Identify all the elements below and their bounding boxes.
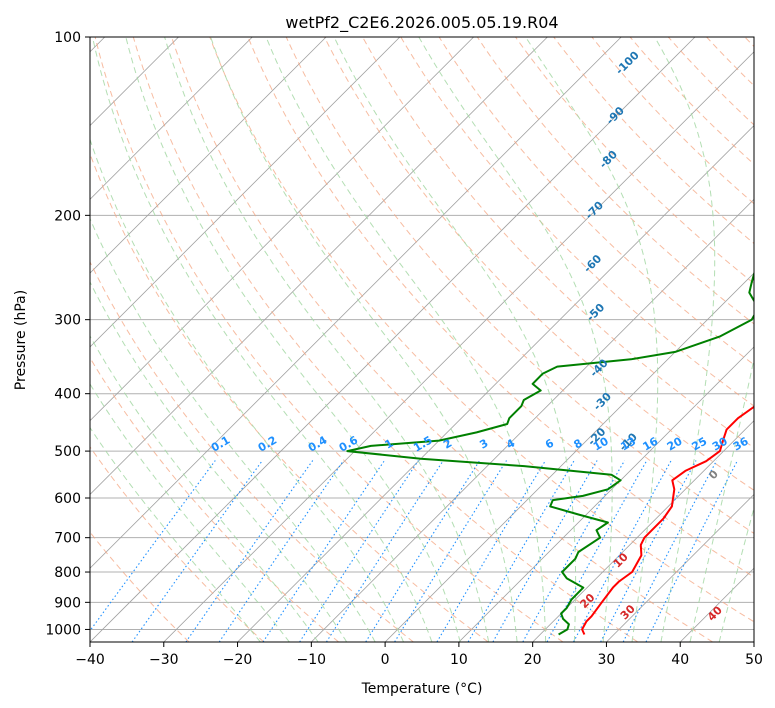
moist-adiabat xyxy=(164,37,490,642)
x-tick-label: 30 xyxy=(598,652,616,668)
isotherm-gridline xyxy=(90,37,622,569)
dry-adiabat xyxy=(209,37,754,623)
dry-adiabat xyxy=(90,446,265,642)
moist-adiabat xyxy=(90,280,348,642)
mixing-ratio-line xyxy=(492,460,598,642)
y-axis: 100 200 300 400 500 600 700 800 900 1000 xyxy=(45,30,90,638)
isotherm-gridline xyxy=(606,493,754,642)
y-tick-label: 700 xyxy=(54,531,81,547)
mixing-ratio-line xyxy=(546,460,648,642)
y-tick-label: 100 xyxy=(54,30,81,46)
dry-adiabat xyxy=(132,37,639,642)
isotherm-gridline xyxy=(90,37,401,348)
isotherm-gridline xyxy=(90,37,548,496)
dry-adiabat xyxy=(400,37,754,407)
mixing-ratio-line xyxy=(185,460,314,642)
isotherm-gridline xyxy=(90,37,253,200)
mixing-ratio-line xyxy=(645,460,738,642)
dry-adiabat xyxy=(362,37,754,449)
temperature-profile xyxy=(581,405,754,635)
dry-adiabat xyxy=(438,37,754,366)
mixing-ratio-line xyxy=(467,460,575,642)
y-axis-label: Pressure (hPa) xyxy=(13,290,29,390)
mixing-ratio-line xyxy=(436,460,546,642)
mixing-ratio-line xyxy=(299,460,419,642)
moist-adiabat xyxy=(90,383,290,642)
y-tick-label: 800 xyxy=(54,565,81,581)
moist-adiabat xyxy=(92,37,433,642)
moist-adiabat xyxy=(718,505,754,642)
mixing-ratio-line xyxy=(218,460,345,642)
moist-adiabat xyxy=(525,37,659,642)
isotherm-gridline xyxy=(532,420,754,642)
isotherm-gridline xyxy=(458,346,754,642)
moist-adiabat xyxy=(210,37,518,642)
y-tick-label: 300 xyxy=(54,313,81,329)
y-tick-label: 1000 xyxy=(45,622,81,638)
x-tick-label: −20 xyxy=(223,652,253,668)
x-tick-label: 20 xyxy=(524,652,542,668)
moist-adiabat xyxy=(125,37,461,642)
isotherm-gridline xyxy=(384,272,754,642)
y-tick-label: 200 xyxy=(54,208,81,224)
isotherm-gridline xyxy=(90,37,327,274)
x-tick-label: 50 xyxy=(745,652,763,668)
x-tick-label: 0 xyxy=(381,652,390,668)
dry-adiabat xyxy=(323,37,754,491)
isotherm-gridline xyxy=(237,124,754,642)
moist-adiabat xyxy=(90,335,319,642)
y-tick-label: 900 xyxy=(54,595,81,611)
mixing-ratio-line xyxy=(262,460,385,642)
y-tick-label: 500 xyxy=(54,444,81,460)
isotherm-gridline xyxy=(163,51,754,642)
x-axis-label: Temperature (°C) xyxy=(361,681,483,697)
isotherm-gridline xyxy=(90,37,474,422)
x-tick-label: 40 xyxy=(671,652,689,668)
moist-adiabat xyxy=(90,137,405,642)
x-tick-label: −40 xyxy=(75,652,105,668)
data-series xyxy=(346,271,754,636)
x-tick-label: −10 xyxy=(297,652,327,668)
mixing-ratio-line xyxy=(131,460,263,642)
background-lines xyxy=(90,37,754,642)
dry-adiabat xyxy=(90,260,414,642)
dewpoint-profile xyxy=(346,271,754,636)
moist-adiabat xyxy=(689,356,754,642)
dry-adiabat xyxy=(629,37,754,165)
moist-adiabat xyxy=(654,37,716,642)
x-tick-label: 10 xyxy=(450,652,468,668)
moist-adiabat xyxy=(333,37,577,642)
dry-adiabat xyxy=(247,37,754,578)
mixing-ratio-line xyxy=(522,460,626,642)
y-tick-label: 600 xyxy=(54,491,81,507)
dry-adiabat xyxy=(94,37,564,642)
isotherm-gridline xyxy=(90,37,696,642)
mixing-ratio-line xyxy=(394,460,507,642)
moist-adiabat xyxy=(265,37,547,642)
x-axis: −40 −30 −20 −10 0 10 20 30 40 50 xyxy=(75,642,763,668)
isotherm-gridline xyxy=(753,641,754,642)
moist-adiabat xyxy=(90,217,376,642)
x-tick-label: −30 xyxy=(149,652,179,668)
y-tick-label: 400 xyxy=(54,387,81,403)
dry-adiabat xyxy=(515,37,754,285)
mixing-ratio-line xyxy=(90,460,216,632)
plot-frame xyxy=(89,36,755,643)
dry-adiabat xyxy=(553,37,754,245)
moist-adiabat xyxy=(90,426,261,642)
chart-title: wetPf2_C2E6.2026.005.05.19.R04 xyxy=(285,13,558,33)
